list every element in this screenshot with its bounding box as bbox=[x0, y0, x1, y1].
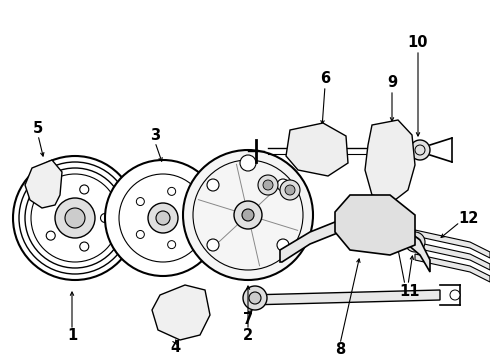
Polygon shape bbox=[280, 218, 430, 272]
Circle shape bbox=[306, 153, 320, 167]
Circle shape bbox=[39, 177, 55, 193]
Polygon shape bbox=[335, 195, 415, 255]
Circle shape bbox=[186, 302, 198, 314]
Circle shape bbox=[136, 198, 145, 206]
Circle shape bbox=[390, 218, 410, 238]
Text: 9: 9 bbox=[387, 75, 397, 90]
Circle shape bbox=[320, 145, 336, 161]
Circle shape bbox=[46, 196, 55, 205]
Text: 5: 5 bbox=[33, 121, 43, 135]
Circle shape bbox=[410, 237, 420, 247]
Circle shape bbox=[285, 185, 295, 195]
Circle shape bbox=[166, 303, 184, 321]
Circle shape bbox=[80, 242, 89, 251]
Circle shape bbox=[280, 180, 300, 200]
Polygon shape bbox=[415, 254, 490, 282]
Polygon shape bbox=[286, 123, 348, 176]
Circle shape bbox=[378, 133, 402, 157]
Circle shape bbox=[362, 214, 374, 226]
Polygon shape bbox=[415, 242, 490, 270]
Circle shape bbox=[207, 179, 219, 191]
Circle shape bbox=[380, 160, 400, 180]
Polygon shape bbox=[365, 120, 415, 200]
Circle shape bbox=[243, 286, 267, 310]
Circle shape bbox=[105, 160, 221, 276]
Polygon shape bbox=[152, 285, 210, 340]
Circle shape bbox=[385, 222, 405, 242]
Circle shape bbox=[240, 155, 256, 171]
Text: 12: 12 bbox=[458, 211, 478, 225]
Circle shape bbox=[382, 182, 398, 198]
Circle shape bbox=[183, 150, 313, 280]
Circle shape bbox=[410, 140, 430, 160]
Circle shape bbox=[354, 206, 382, 234]
Circle shape bbox=[450, 290, 460, 300]
Circle shape bbox=[168, 187, 175, 195]
Circle shape bbox=[258, 175, 278, 195]
Circle shape bbox=[242, 209, 254, 221]
Circle shape bbox=[187, 214, 195, 222]
Text: 10: 10 bbox=[408, 35, 428, 50]
Text: 3: 3 bbox=[150, 127, 160, 143]
Circle shape bbox=[55, 198, 95, 238]
Circle shape bbox=[390, 227, 400, 237]
Circle shape bbox=[207, 239, 219, 251]
Circle shape bbox=[168, 240, 175, 249]
Circle shape bbox=[405, 232, 425, 252]
Text: 8: 8 bbox=[335, 342, 345, 357]
Circle shape bbox=[13, 156, 137, 280]
Polygon shape bbox=[415, 230, 490, 258]
Circle shape bbox=[148, 203, 178, 233]
Circle shape bbox=[156, 211, 170, 225]
Text: 1: 1 bbox=[67, 328, 77, 343]
Text: 2: 2 bbox=[243, 328, 253, 343]
Circle shape bbox=[46, 231, 55, 240]
Circle shape bbox=[65, 208, 85, 228]
Polygon shape bbox=[25, 160, 62, 208]
Text: 11: 11 bbox=[400, 284, 420, 300]
Circle shape bbox=[80, 185, 89, 194]
Circle shape bbox=[277, 179, 289, 191]
Text: 6: 6 bbox=[320, 71, 330, 86]
Circle shape bbox=[100, 213, 109, 222]
Circle shape bbox=[234, 201, 262, 229]
Polygon shape bbox=[248, 290, 440, 305]
Circle shape bbox=[249, 292, 261, 304]
Circle shape bbox=[136, 230, 145, 238]
Circle shape bbox=[277, 239, 289, 251]
Circle shape bbox=[263, 180, 273, 190]
Text: 4: 4 bbox=[170, 341, 180, 356]
Circle shape bbox=[300, 136, 320, 156]
Text: 7: 7 bbox=[243, 312, 253, 328]
